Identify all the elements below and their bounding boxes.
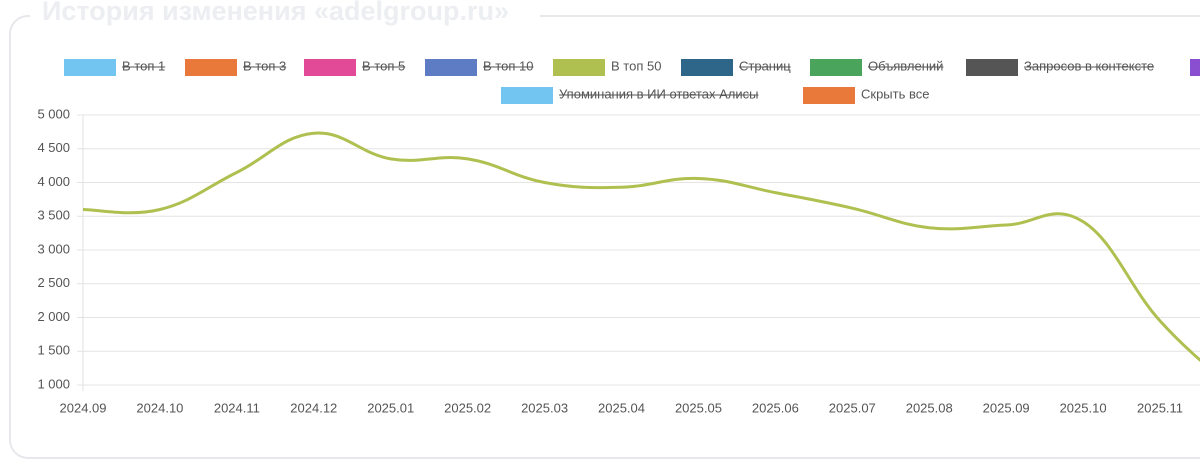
legend-swatch[interactable] [553, 59, 605, 76]
x-tick-label: 2025.11 [1137, 400, 1183, 415]
x-tick-label: 2025.03 [521, 400, 568, 415]
x-tick-label: 2025.06 [752, 400, 799, 415]
x-tick-label: 2024.10 [136, 400, 183, 415]
series-line [82, 131, 1200, 363]
card [9, 15, 1200, 459]
legend-label[interactable]: В топ 3 [243, 58, 286, 73]
y-tick-label: 2 000 [37, 309, 70, 324]
y-tick-label: 4 500 [37, 140, 70, 155]
legend-label[interactable]: Упоминания в ИИ ответах Алисы [559, 86, 758, 101]
hide-all-label[interactable]: Скрыть все [861, 86, 929, 101]
x-tick-label: 2025.10 [1060, 400, 1107, 415]
legend-swatch[interactable] [185, 59, 237, 76]
legend-label[interactable]: В топ 5 [362, 58, 405, 73]
x-tick-label: 2024.11 [214, 400, 260, 415]
legend-swatch[interactable] [681, 59, 733, 76]
y-tick-label: 1 500 [37, 343, 70, 358]
legend-label[interactable]: В топ 1 [122, 58, 165, 73]
x-tick-label: 2024.09 [60, 400, 107, 415]
x-tick-label: 2024.12 [290, 400, 337, 415]
hide-all-swatch[interactable] [803, 87, 855, 104]
legend-label[interactable]: Запросов в контексте [1024, 58, 1154, 73]
chart-title: История изменения «adelgroup.ru» [42, 0, 509, 26]
legend-label[interactable]: Страниц [739, 58, 791, 73]
y-tick-label: 2 500 [37, 275, 70, 290]
x-tick-label: 2025.08 [906, 400, 953, 415]
legend-swatch[interactable] [64, 59, 116, 76]
x-tick-label: 2025.07 [829, 400, 876, 415]
x-tick-label: 2025.05 [675, 400, 722, 415]
y-tick-label: 3 500 [37, 208, 70, 223]
x-tick-label: 2025.02 [444, 400, 491, 415]
y-tick-label: 4 000 [37, 174, 70, 189]
x-tick-label: 2025.01 [367, 400, 414, 415]
x-tick-label: 2025.04 [598, 400, 645, 415]
legend-swatch[interactable] [304, 59, 356, 76]
y-tick-label: 3 000 [37, 241, 70, 256]
legend-label[interactable]: В топ 50 [611, 58, 661, 73]
legend-label[interactable]: В топ 10 [483, 58, 533, 73]
legend-swatch[interactable] [966, 59, 1018, 76]
x-tick-label: 2025.09 [983, 400, 1030, 415]
title-bg [30, 0, 540, 30]
legend-swatch-cut [1190, 59, 1200, 76]
y-tick-label: 1 000 [37, 376, 70, 391]
legend-swatch[interactable] [501, 87, 553, 104]
legend-swatch[interactable] [810, 59, 862, 76]
legend-swatch[interactable] [425, 59, 477, 76]
legend-label[interactable]: Объявлений [868, 58, 943, 73]
y-tick-label: 5 000 [37, 106, 70, 121]
